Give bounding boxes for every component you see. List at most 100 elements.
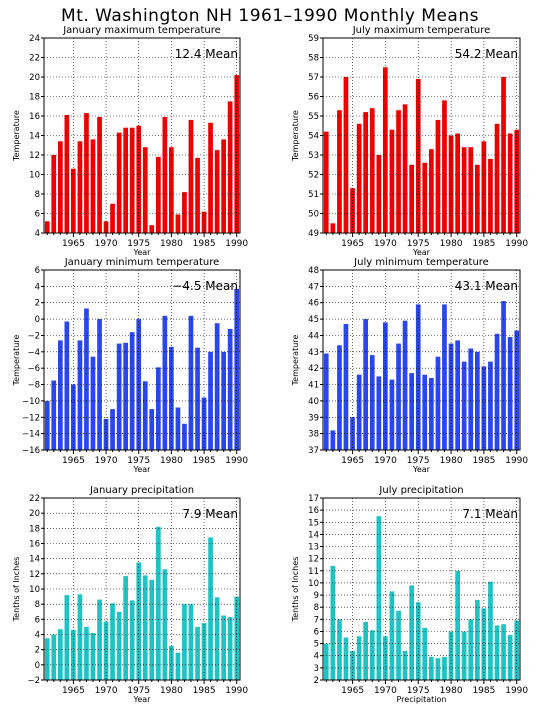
x-tick-label: 1970: [95, 456, 118, 466]
bar-1980: [169, 645, 174, 680]
y-tick-label: 2: [314, 676, 319, 686]
bar-1963: [58, 141, 63, 233]
y-tick-label: 38: [308, 430, 319, 440]
x-tick-label: 1975: [127, 686, 150, 696]
bar-1967: [84, 308, 89, 450]
bar-1961: [323, 353, 329, 450]
x-tick-label: 1970: [374, 456, 397, 466]
y-tick-label: 6: [35, 210, 40, 220]
x-tick-label: 1970: [374, 686, 397, 696]
bar-1976: [142, 575, 148, 680]
chart-panel-5: −2 0 2 4 6 8 10 12 14 16 18 20 22 1965 1970 1975 1980 198…: [12, 485, 248, 704]
y-tick-label: −12: [22, 413, 40, 423]
bar-1985: [201, 211, 207, 233]
bar-1964: [343, 324, 349, 450]
bar-1988: [221, 139, 226, 233]
y-tick-label: 17: [308, 494, 319, 504]
bar-1988: [501, 624, 506, 680]
y-tick-label: 16: [308, 506, 319, 516]
x-tick-label: 1975: [127, 456, 150, 466]
bar-1974: [129, 332, 135, 450]
x-tick-label: 1985: [193, 239, 216, 249]
bar-1981: [175, 652, 181, 680]
plot-frame: [322, 269, 521, 451]
y-tick-label: 59: [308, 34, 319, 44]
bar-1962: [51, 634, 57, 680]
y-tick-label: −2: [27, 676, 40, 686]
bar-1987: [214, 323, 220, 450]
x-tick-label: 1965: [341, 239, 364, 249]
bar-1989: [507, 635, 513, 680]
x-tick-label: 1985: [472, 456, 495, 466]
y-tick-label: 10: [29, 585, 40, 595]
x-tick-label: 1965: [62, 686, 85, 696]
y-tick-label: 4: [314, 652, 319, 662]
bar-1978: [435, 658, 441, 680]
bar-1966: [77, 340, 83, 450]
mean-annotation: 7.9 Mean: [182, 507, 238, 521]
y-tick-label: 4: [35, 229, 40, 239]
bar-1964: [343, 637, 349, 680]
bar-1986: [208, 351, 213, 450]
bar-1988: [221, 351, 226, 450]
y-tick-label: 18: [29, 93, 40, 103]
bar-1973: [123, 127, 128, 233]
bar-1990: [514, 129, 520, 233]
y-tick-label: −16: [22, 446, 40, 456]
bar-1967: [363, 621, 368, 680]
chart-panel-6: 2 3 4 5 6 7 8 9 10 11 12 13 14 15 16 17 1965 1970 1975 1980…: [291, 485, 528, 704]
y-tick-label: 2: [35, 646, 40, 656]
y-tick-label: 4: [35, 631, 40, 641]
bar-1970: [383, 67, 388, 234]
bar-1987: [214, 150, 220, 233]
bar-1983: [468, 348, 474, 450]
bar-1989: [507, 133, 513, 233]
bar-1988: [501, 301, 506, 450]
bar-1968: [369, 108, 375, 233]
bar-1990: [234, 596, 240, 680]
bar-1961: [44, 638, 50, 680]
bar-1982: [461, 361, 467, 450]
bar-1968: [90, 139, 96, 233]
y-tick-label: 50: [308, 210, 319, 220]
y-tick-label: 6: [35, 266, 40, 276]
bar-1976: [142, 381, 148, 450]
y-tick-label: 16: [29, 112, 40, 122]
bar-1971: [389, 591, 395, 680]
bar-1971: [110, 409, 115, 450]
bar-1972: [396, 610, 401, 680]
bar-1969: [376, 155, 382, 233]
bar-1978: [435, 356, 441, 450]
bar-1972: [396, 343, 401, 450]
bar-1962: [330, 430, 336, 450]
bar-1982: [182, 192, 187, 233]
bar-1968: [369, 630, 375, 680]
bar-1977: [429, 378, 434, 450]
bar-1966: [356, 374, 362, 450]
x-tick-label: 1975: [407, 239, 430, 249]
y-axis-label: Temperature: [291, 110, 300, 162]
bar-1986: [488, 361, 493, 450]
bar-1986: [208, 122, 213, 233]
bar-1979: [162, 569, 168, 680]
x-axis-label: Year: [133, 248, 152, 257]
x-tick-label: 1970: [95, 239, 118, 249]
y-tick-label: −4: [27, 348, 40, 358]
x-tick-label: 1980: [440, 686, 463, 696]
chart-panel-3: −16 −14 −12 −10 −8 −6 −4 −2 0 2 4 6 1965 1970 1975 1980…: [12, 257, 248, 474]
bar-1964: [64, 595, 70, 680]
y-tick-label: 56: [308, 93, 319, 103]
x-tick-label: 1990: [505, 239, 528, 249]
bar-1987: [494, 333, 500, 450]
bar-1971: [110, 203, 115, 234]
y-axis-label: Temperature: [291, 335, 300, 387]
y-tick-label: 8: [35, 190, 40, 200]
bar-1972: [116, 343, 122, 450]
x-tick-label: 1990: [505, 456, 528, 466]
bar-1983: [468, 147, 474, 233]
x-tick-label: 1975: [407, 686, 430, 696]
x-tick-label: 1980: [160, 239, 183, 249]
bar-1990: [234, 75, 240, 233]
bar-1969: [97, 599, 102, 680]
